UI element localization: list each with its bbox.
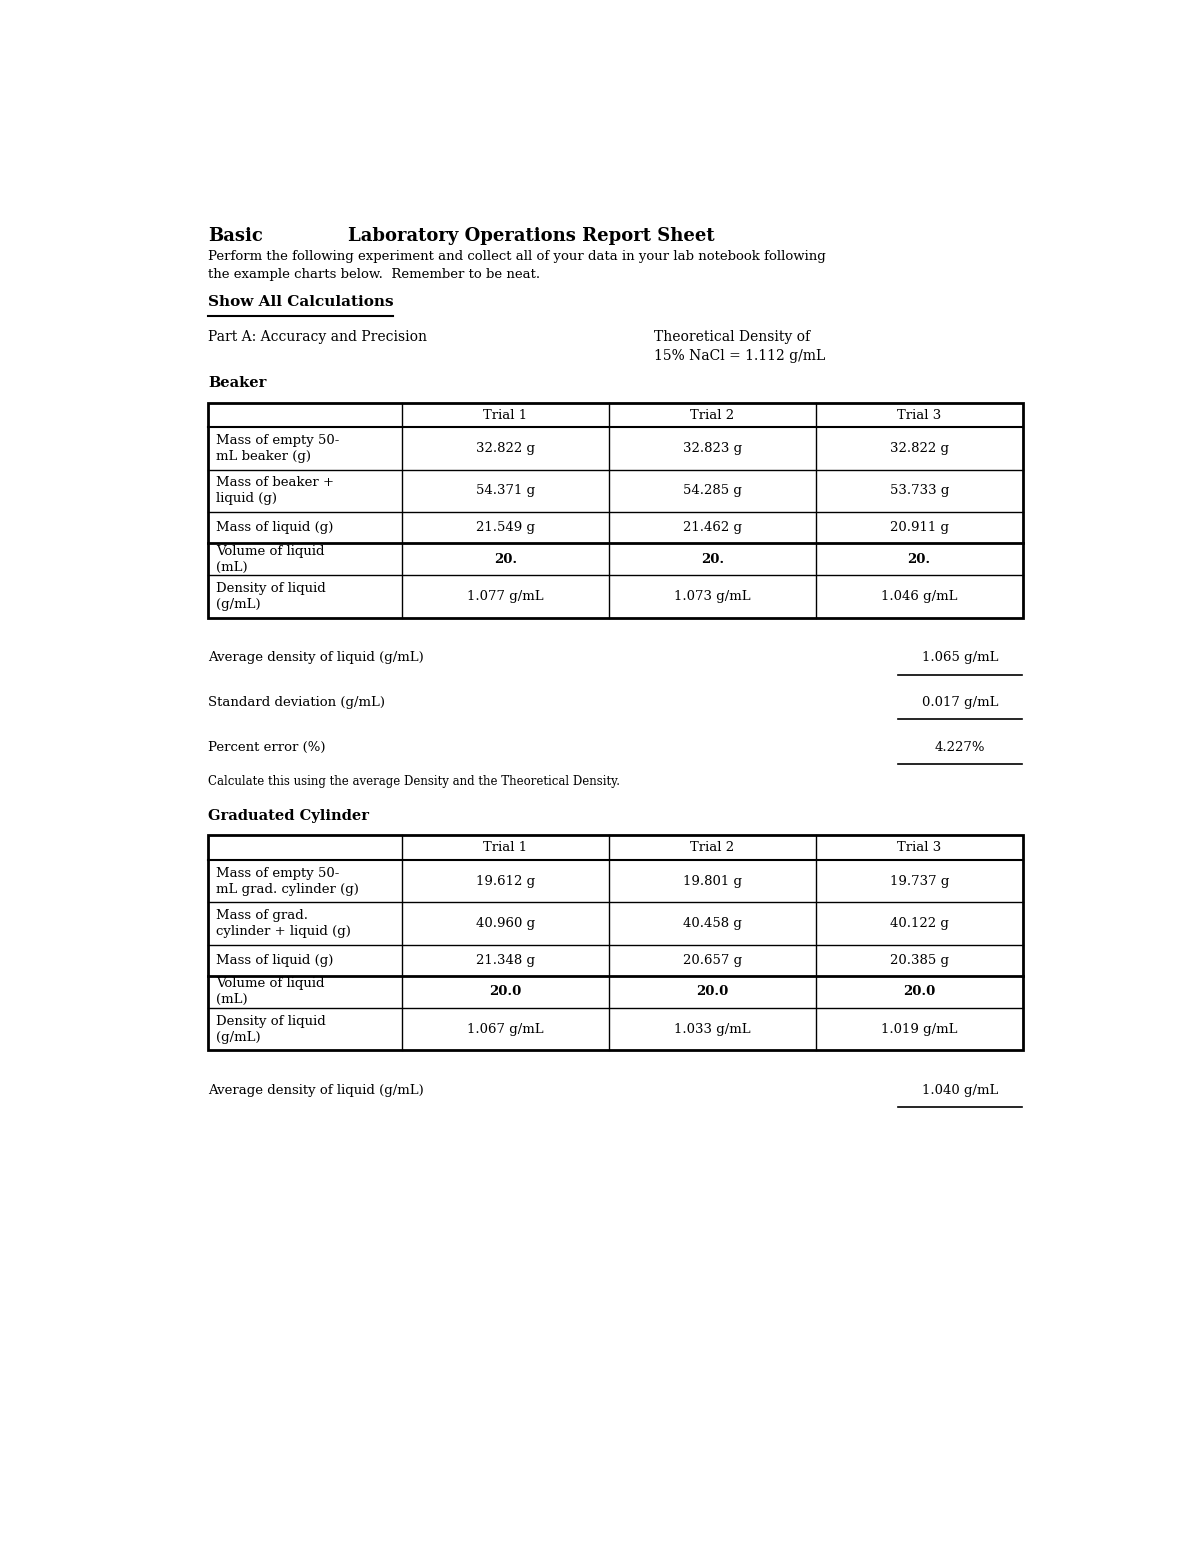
Text: 1.077 g/mL: 1.077 g/mL — [467, 590, 544, 603]
Text: 1.046 g/mL: 1.046 g/mL — [881, 590, 958, 603]
Text: Graduated Cylinder: Graduated Cylinder — [208, 809, 370, 823]
Text: 40.960 g: 40.960 g — [475, 918, 535, 930]
Text: 20.911 g: 20.911 g — [889, 520, 949, 534]
Text: 20.385 g: 20.385 g — [889, 954, 949, 966]
Text: 19.801 g: 19.801 g — [683, 874, 742, 888]
Text: 40.122 g: 40.122 g — [889, 918, 949, 930]
Text: 54.285 g: 54.285 g — [683, 485, 742, 497]
Text: Mass of liquid (g): Mass of liquid (g) — [216, 520, 334, 534]
Text: Trial 1: Trial 1 — [484, 842, 528, 854]
Text: Trial 2: Trial 2 — [690, 408, 734, 421]
Text: 53.733 g: 53.733 g — [889, 485, 949, 497]
Text: Standard deviation (g/mL): Standard deviation (g/mL) — [208, 696, 385, 710]
Text: 19.737 g: 19.737 g — [889, 874, 949, 888]
Text: 1.019 g/mL: 1.019 g/mL — [881, 1022, 958, 1036]
Text: Calculate this using the average Density and the Theoretical Density.: Calculate this using the average Density… — [208, 775, 620, 787]
Text: Trial 2: Trial 2 — [690, 842, 734, 854]
Text: 20.657 g: 20.657 g — [683, 954, 742, 966]
Text: 21.348 g: 21.348 g — [476, 954, 535, 966]
Text: 32.822 g: 32.822 g — [889, 443, 949, 455]
Text: Perform the following experiment and collect all of your data in your lab notebo: Perform the following experiment and col… — [208, 250, 826, 281]
Text: 1.065 g/mL: 1.065 g/mL — [922, 651, 998, 665]
Text: Basic: Basic — [208, 227, 263, 245]
Text: Average density of liquid (g/mL): Average density of liquid (g/mL) — [208, 1084, 424, 1096]
Text: 19.612 g: 19.612 g — [475, 874, 535, 888]
Text: Mass of empty 50-
mL grad. cylinder (g): Mass of empty 50- mL grad. cylinder (g) — [216, 867, 359, 896]
Text: Mass of empty 50-
mL beaker (g): Mass of empty 50- mL beaker (g) — [216, 433, 340, 463]
Bar — [208, 402, 1022, 618]
Text: 32.823 g: 32.823 g — [683, 443, 742, 455]
Text: 20.0: 20.0 — [696, 985, 728, 999]
Bar — [208, 836, 1022, 1050]
Text: Density of liquid
(g/mL): Density of liquid (g/mL) — [216, 1014, 325, 1044]
Text: Laboratory Operations Report Sheet: Laboratory Operations Report Sheet — [348, 227, 714, 245]
Text: Mass of liquid (g): Mass of liquid (g) — [216, 954, 334, 966]
Text: Mass of grad.
cylinder + liquid (g): Mass of grad. cylinder + liquid (g) — [216, 909, 350, 938]
Text: Trial 3: Trial 3 — [898, 842, 941, 854]
Text: 21.549 g: 21.549 g — [476, 520, 535, 534]
Text: Trial 1: Trial 1 — [484, 408, 528, 421]
Text: 54.371 g: 54.371 g — [475, 485, 535, 497]
Text: 4.227%: 4.227% — [935, 741, 985, 753]
Text: 1.067 g/mL: 1.067 g/mL — [467, 1022, 544, 1036]
Text: 20.0: 20.0 — [490, 985, 522, 999]
Text: Theoretical Density of
15% NaCl = 1.112 g/mL: Theoretical Density of 15% NaCl = 1.112 … — [654, 329, 826, 363]
Text: 1.073 g/mL: 1.073 g/mL — [674, 590, 750, 603]
Text: 32.822 g: 32.822 g — [476, 443, 535, 455]
Text: Percent error (%): Percent error (%) — [208, 741, 325, 753]
Text: 20.: 20. — [907, 553, 931, 565]
Text: 20.: 20. — [701, 553, 724, 565]
Text: Average density of liquid (g/mL): Average density of liquid (g/mL) — [208, 651, 424, 665]
Text: 40.458 g: 40.458 g — [683, 918, 742, 930]
Text: 0.017 g/mL: 0.017 g/mL — [922, 696, 998, 710]
Text: Beaker: Beaker — [208, 376, 266, 390]
Text: Part A: Accuracy and Precision: Part A: Accuracy and Precision — [208, 329, 427, 343]
Text: Volume of liquid
(mL): Volume of liquid (mL) — [216, 977, 324, 1006]
Text: Mass of beaker +
liquid (g): Mass of beaker + liquid (g) — [216, 477, 334, 505]
Text: 1.040 g/mL: 1.040 g/mL — [922, 1084, 998, 1096]
Text: 20.0: 20.0 — [904, 985, 935, 999]
Text: 21.462 g: 21.462 g — [683, 520, 742, 534]
Text: Volume of liquid
(mL): Volume of liquid (mL) — [216, 545, 324, 573]
Text: 1.033 g/mL: 1.033 g/mL — [674, 1022, 750, 1036]
Text: Show All Calculations: Show All Calculations — [208, 295, 394, 309]
Text: Trial 3: Trial 3 — [898, 408, 941, 421]
Text: 20.: 20. — [493, 553, 517, 565]
Text: Density of liquid
(g/mL): Density of liquid (g/mL) — [216, 582, 325, 610]
